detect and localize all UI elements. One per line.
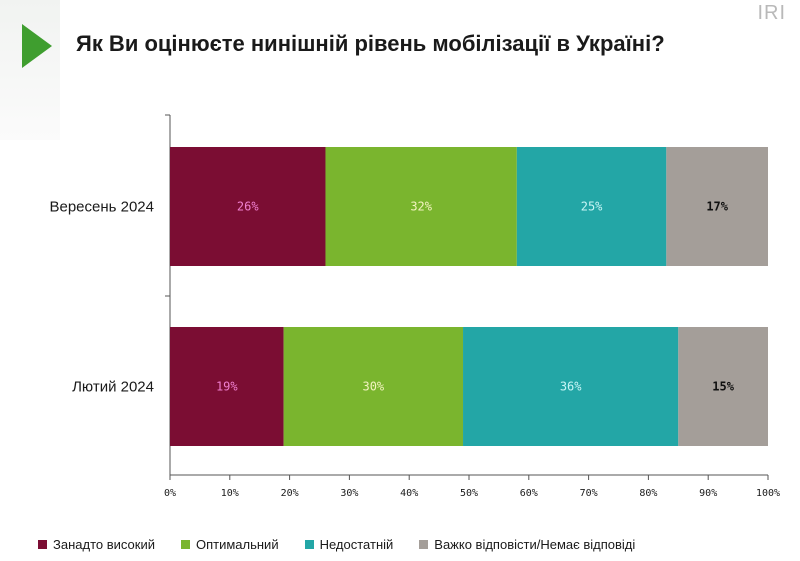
x-tick-label: 40% <box>400 488 418 499</box>
bar-segment <box>170 147 326 266</box>
legend-item: Важко відповісти/Немає відповіді <box>419 537 635 552</box>
x-tick-label: 50% <box>460 488 478 499</box>
legend-swatch <box>38 540 47 549</box>
legend-label: Оптимальний <box>195 537 279 552</box>
bar-segment <box>283 327 464 446</box>
x-tick-label: 90% <box>699 488 717 499</box>
bar-segment <box>666 147 768 266</box>
x-tick-label: 80% <box>639 488 657 499</box>
x-tick-label: 100% <box>756 488 780 499</box>
data-label: 25% <box>581 200 603 214</box>
legend-item: Занадто високий <box>38 537 155 552</box>
legend-label: Важко відповісти/Немає відповіді <box>434 537 636 552</box>
legend-item: Недостатній <box>304 537 394 552</box>
legend-swatch <box>304 540 314 549</box>
x-tick-label: 30% <box>340 488 358 499</box>
legend-swatch <box>419 540 429 549</box>
data-label: 17% <box>706 200 728 214</box>
legend-label: Недостатній <box>319 537 394 552</box>
x-tick-label: 10% <box>221 488 239 499</box>
data-label: 15% <box>712 380 734 394</box>
x-tick-label: 70% <box>580 488 598 499</box>
data-label: 30% <box>362 380 384 394</box>
bar-segment <box>516 147 667 266</box>
x-tick-label: 20% <box>281 488 299 499</box>
stacked-bar-chart: 0% 10% 20% 30% 40% 50% 60% 70% 80% 90% 100% Вересен… <box>49 114 780 499</box>
data-label: 36% <box>560 380 582 394</box>
title-arrow-icon <box>22 24 52 68</box>
bar-segment <box>463 327 679 446</box>
x-tick-label: 60% <box>520 488 538 499</box>
data-label: 32% <box>410 200 432 214</box>
iri-logo: IRI <box>757 2 786 24</box>
x-tick-label: 0% <box>164 488 176 499</box>
bar-segment <box>325 147 517 266</box>
category-label: Вересень 2024 <box>49 199 154 216</box>
bar-segment <box>678 327 768 446</box>
chart-title: Як Ви оцінюєте нинішній рівень мобілізац… <box>76 31 665 56</box>
corner-shade <box>0 0 60 140</box>
chart-legend: Занадто високий Оптимальний Недостатній Важ… <box>38 537 661 552</box>
legend-item: Оптимальний <box>180 537 279 552</box>
legend-label: Занадто високий <box>53 537 155 552</box>
data-label: 26% <box>237 200 259 214</box>
data-label: 19% <box>216 380 238 394</box>
bar-segment <box>170 327 284 446</box>
legend-swatch <box>180 540 190 549</box>
category-label: Лютий 2024 <box>72 379 154 396</box>
